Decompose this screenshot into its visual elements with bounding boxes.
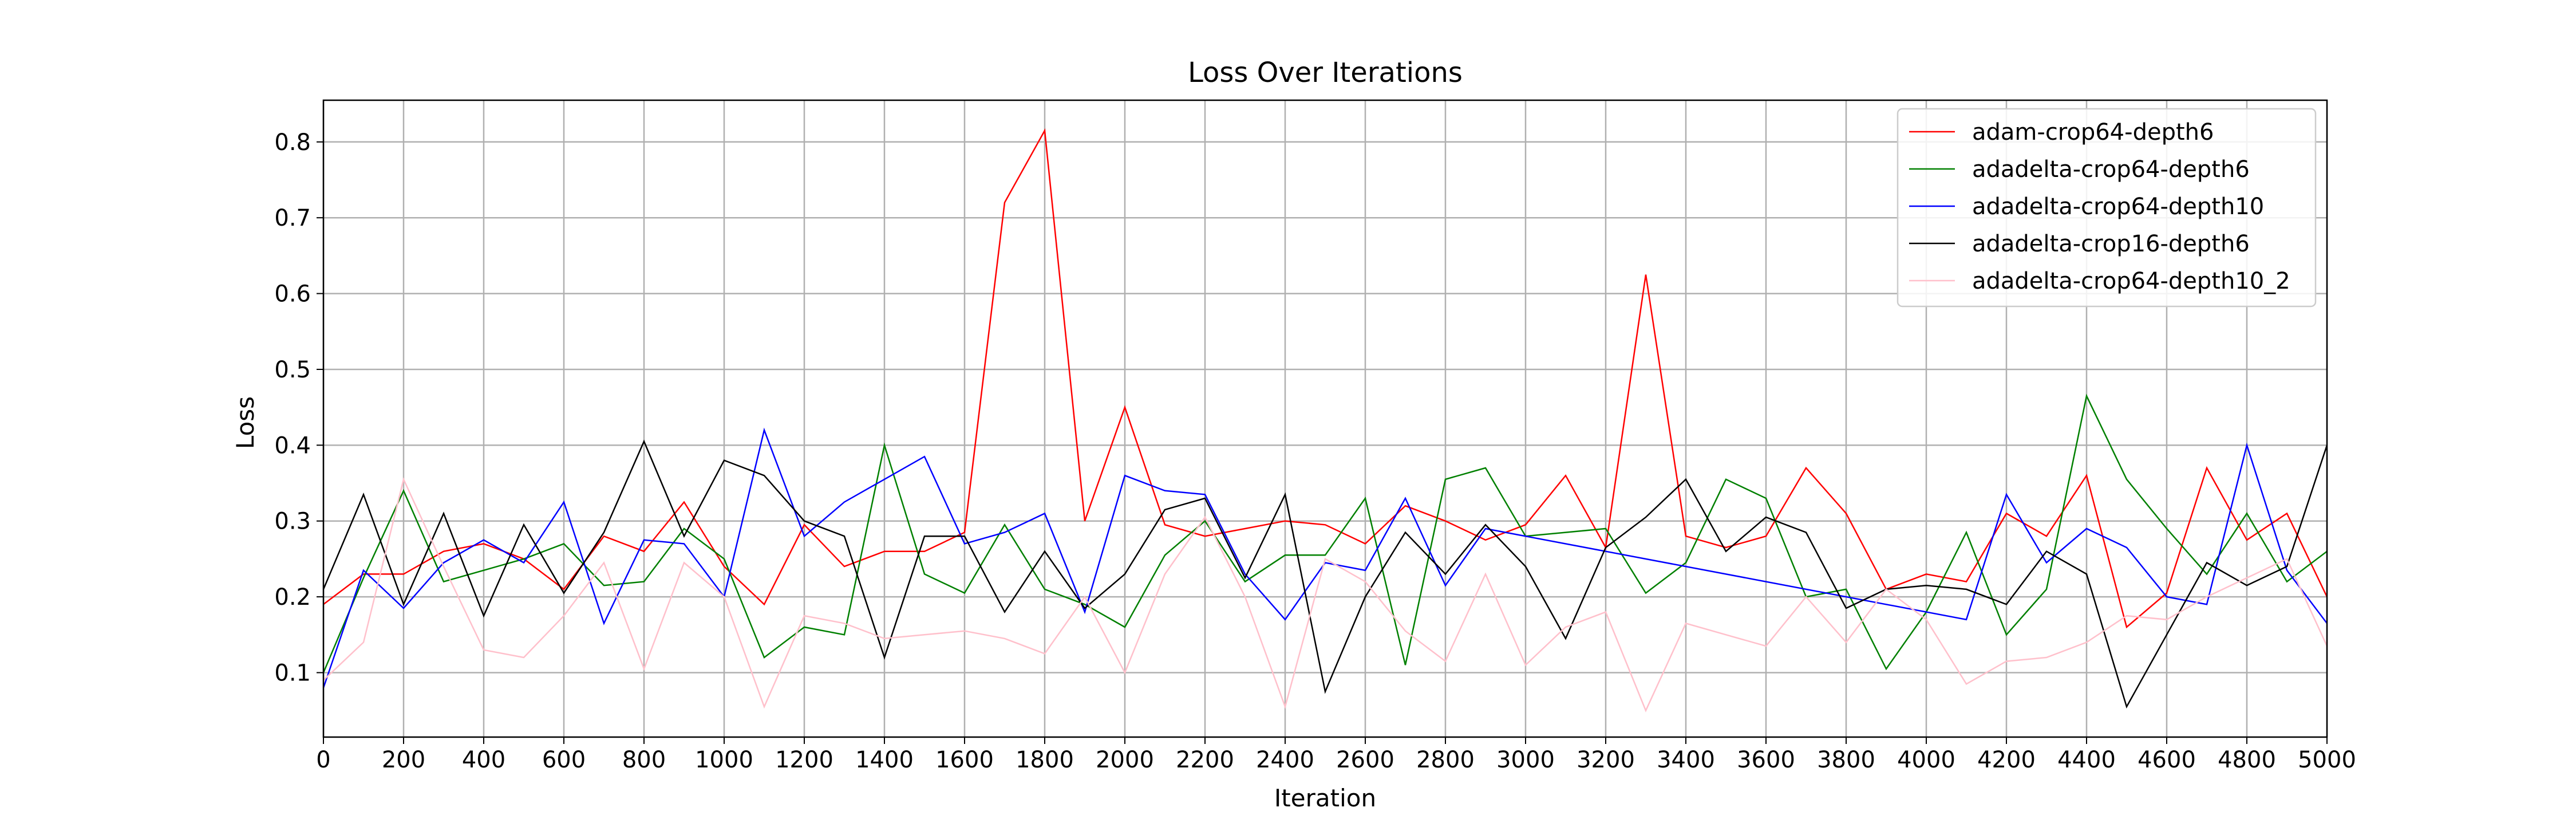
legend: adam-crop64-depth6 adadelta-crop64-depth6…: [1897, 108, 2317, 308]
series-line-adadelta-crop16-depth6: [322, 439, 2328, 709]
x-tick-label: 200: [382, 747, 425, 773]
legend-label: adam-crop64-depth6: [1972, 119, 2214, 145]
x-tick-label: 600: [542, 747, 586, 773]
x-tick-label: 5000: [2298, 747, 2356, 773]
x-tick-label: 3600: [1737, 747, 1795, 773]
x-tick-label: 1400: [855, 747, 914, 773]
legend-label: adadelta-crop64-depth10: [1972, 194, 2264, 220]
legend-box: [1897, 108, 2317, 308]
x-tick-label: 1200: [775, 747, 833, 773]
x-tick-label: 1600: [935, 747, 994, 773]
y-tick-label: 0.7: [274, 205, 311, 231]
x-tick-label: 4600: [2138, 747, 2196, 773]
y-tick-label: 0.4: [274, 432, 311, 459]
x-axis: 0 200 400 600 800 1000 1200 1400 1600 1800 2000 220…: [316, 737, 2356, 773]
x-tick-label: 1000: [695, 747, 753, 773]
series-line-adadelta-crop64-depth6: [322, 393, 2328, 673]
x-tick-label: 3000: [1496, 747, 1555, 773]
series-lines: [322, 128, 2328, 712]
x-tick-label: 4200: [1977, 747, 2036, 773]
grid: [322, 100, 2328, 737]
y-axis: 0.1 0.2 0.3 0.4 0.5 0.6 0.7 0.8: [274, 129, 323, 686]
y-tick-label: 0.3: [274, 509, 311, 535]
x-tick-label: 2200: [1176, 747, 1234, 773]
x-tick-label: 4800: [2218, 747, 2276, 773]
x-tick-label: 4000: [1897, 747, 1955, 773]
x-tick-label: 0: [316, 747, 330, 773]
x-tick-label: 2000: [1096, 747, 1154, 773]
x-tick-label: 2400: [1256, 747, 1314, 773]
plot-frame: [322, 99, 2328, 738]
y-tick-label: 0.5: [274, 357, 311, 383]
y-tick-label: 0.2: [274, 584, 311, 611]
x-tick-label: 1800: [1016, 747, 1074, 773]
x-tick-label: 800: [622, 747, 666, 773]
y-axis-label: Loss: [231, 396, 259, 449]
y-tick-label: 0.6: [274, 281, 311, 308]
chart-title: Loss Over Iterations: [1188, 57, 1463, 89]
x-tick-label: 4400: [2057, 747, 2116, 773]
y-tick-label: 0.1: [274, 660, 311, 686]
legend-label: adadelta-crop64-depth6: [1972, 156, 2250, 183]
x-tick-label: 2800: [1416, 747, 1475, 773]
x-axis-label: Iteration: [1274, 784, 1376, 812]
x-tick-label: 3800: [1817, 747, 1875, 773]
series-line-adadelta-crop64-depth10_2: [323, 477, 2328, 712]
x-tick-label: 3400: [1657, 747, 1715, 773]
y-tick-label: 0.8: [274, 129, 311, 156]
legend-label: adadelta-crop16-depth6: [1972, 231, 2250, 257]
legend-label: adadelta-crop64-depth10_2: [1972, 268, 2290, 294]
x-tick-label: 400: [462, 747, 505, 773]
x-tick-label: 3200: [1577, 747, 1635, 773]
x-tick-label: 2600: [1336, 747, 1394, 773]
